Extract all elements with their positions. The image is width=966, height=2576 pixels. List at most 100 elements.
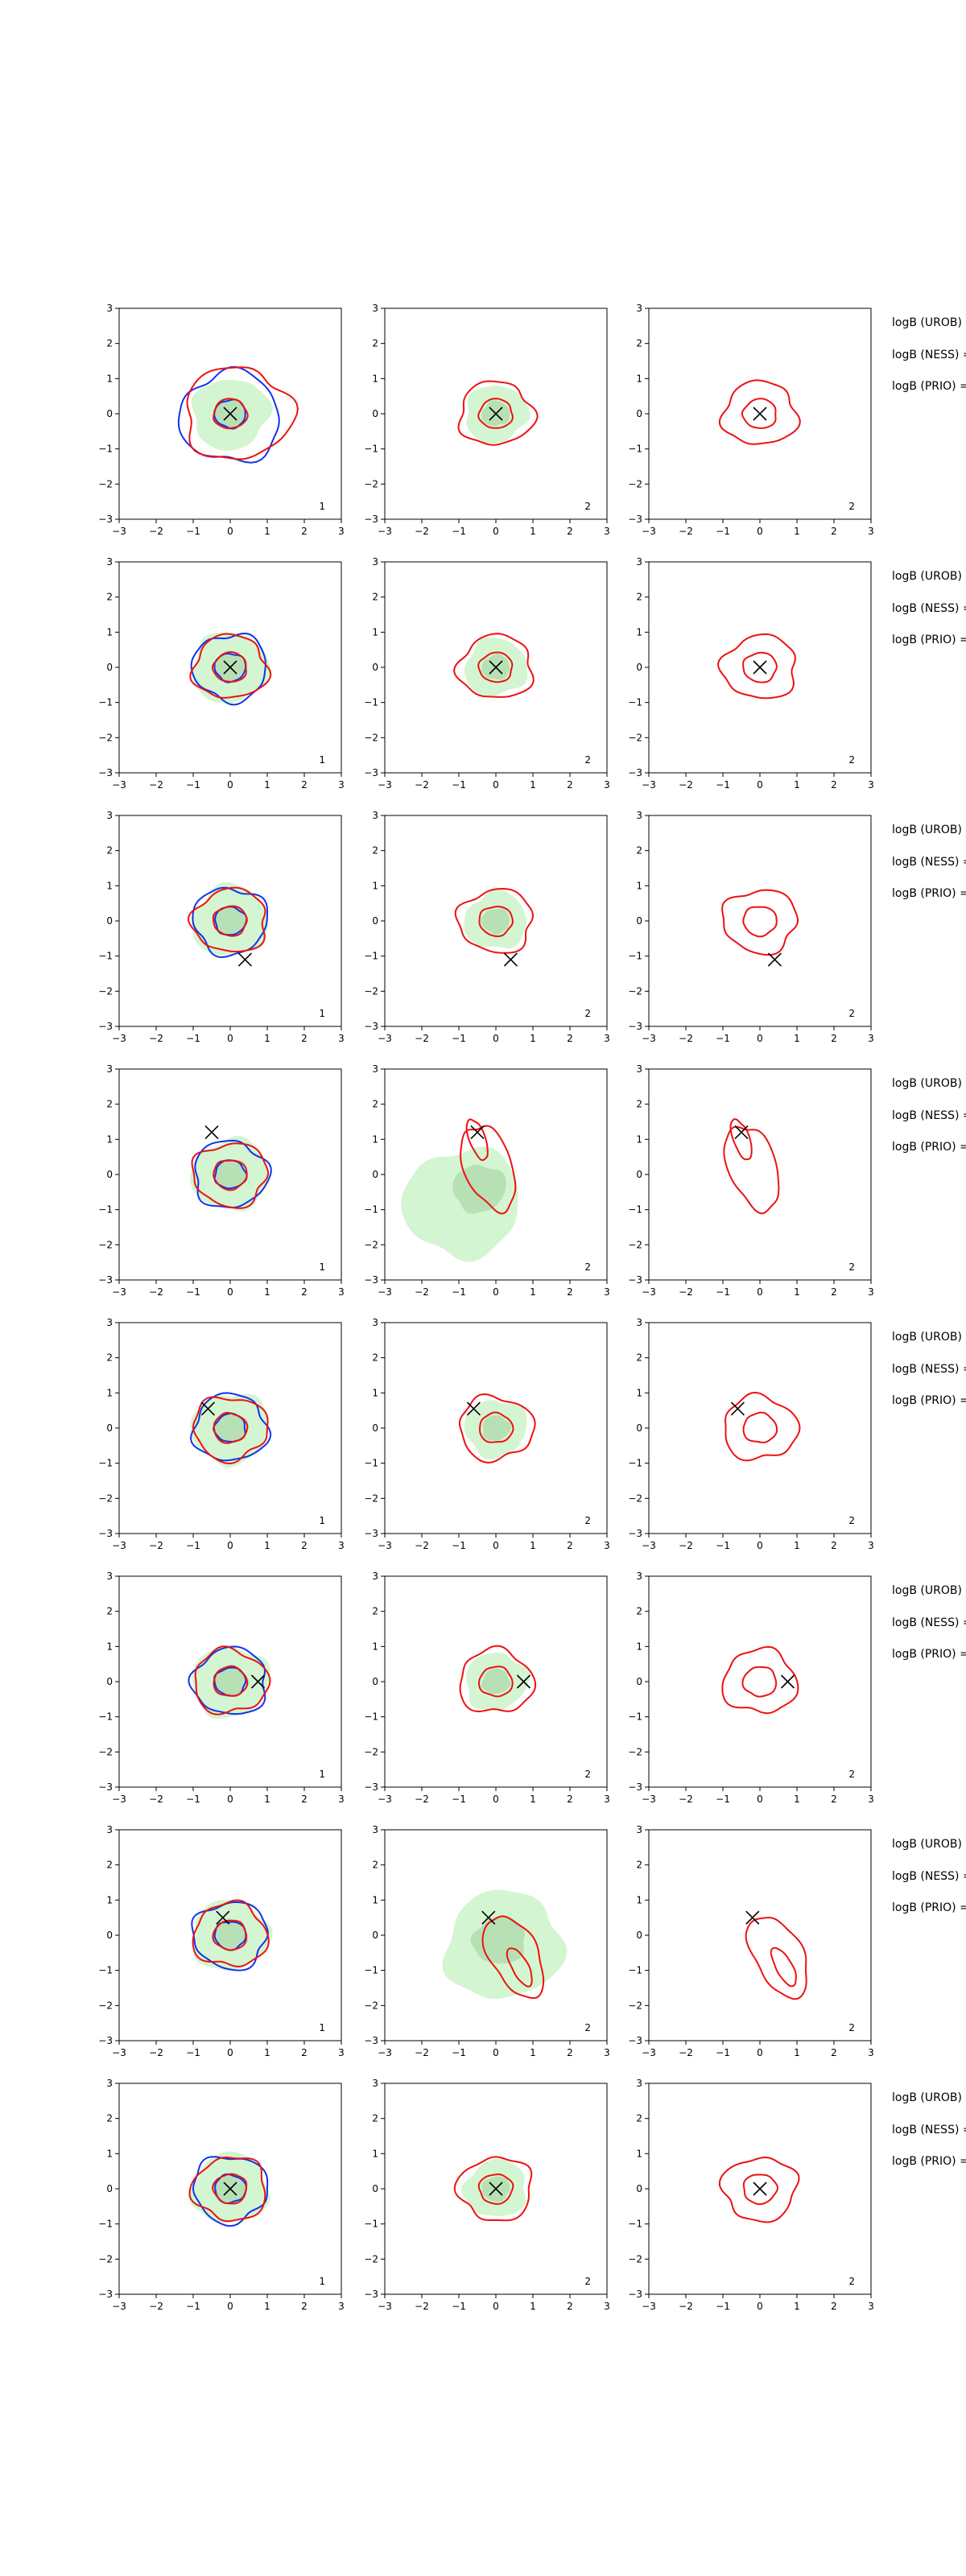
plot-area: [442, 1889, 568, 2000]
x-tick-label: 3: [868, 779, 874, 791]
x-tick-label: 2: [301, 1540, 308, 1551]
y-tick-label: 1: [636, 1387, 642, 1398]
x-tick-label: 1: [264, 2301, 270, 2312]
blue-contour-outer: [194, 1139, 272, 1208]
plot-area: [721, 889, 799, 967]
y-tick-label: 1: [636, 1641, 642, 1652]
y-tick-label: 1: [372, 1133, 378, 1145]
x-tick-label: 1: [264, 1794, 270, 1805]
x-tick-label: 1: [530, 1286, 536, 1298]
y-tick-label: 0: [106, 662, 113, 673]
plot-area: [189, 632, 272, 706]
x-tick-label: −3: [642, 2301, 656, 2312]
y-tick-label: 2: [636, 2113, 642, 2124]
density-fill-inner: [212, 1159, 248, 1192]
y-tick-label: 0: [106, 1676, 113, 1687]
y-tick-label: −3: [98, 2035, 113, 2046]
y-tick-label: −1: [364, 697, 378, 708]
y-tick-label: −3: [364, 767, 378, 778]
x-tick-label: 2: [831, 1286, 837, 1298]
panel-tag: 1: [319, 1008, 325, 1019]
x-tick-label: −1: [186, 526, 200, 537]
x-tick-label: −2: [679, 2301, 693, 2312]
x-tick-label: −2: [415, 2301, 429, 2312]
x-tick-label: 1: [530, 1033, 536, 1044]
true-value-marker: [470, 1125, 485, 1140]
x-tick-label: 1: [530, 779, 536, 791]
red-contour-inner: [478, 1411, 514, 1443]
y-tick-label: 2: [372, 2113, 378, 2124]
y-tick-label: −3: [364, 2035, 378, 2046]
true-value-marker: [780, 1674, 795, 1689]
x-tick-label: 2: [567, 779, 573, 791]
x-tick-label: 3: [604, 2301, 610, 2312]
y-tick-label: 1: [106, 1641, 113, 1652]
plot-area: [189, 1392, 272, 1468]
logb-label: logB (NESS) =: [892, 856, 966, 869]
true-value-marker: [489, 407, 503, 421]
red-contour-inner: [212, 1919, 248, 1951]
red-contour-inner: [477, 651, 514, 683]
plot-area: [723, 1118, 780, 1215]
true-value-marker: [466, 1402, 481, 1416]
panel-r4-c1: −3 −2 −1 0 1 2 3 −3 −2 −1 0 1 2 3 1: [98, 1063, 345, 1298]
x-tick-label: −2: [679, 1286, 693, 1298]
panel-tag: 2: [848, 2276, 855, 2287]
y-tick-label: −1: [628, 1965, 642, 1976]
x-tick-label: −2: [415, 1540, 429, 1551]
x-tick-label: 2: [301, 2301, 308, 2312]
density-fill-inner: [482, 1415, 511, 1441]
red-contour-outer: [457, 380, 539, 446]
x-tick-label: 2: [567, 1033, 573, 1044]
red-contour-outer: [459, 1393, 536, 1464]
y-tick-label: −1: [628, 951, 642, 962]
x-tick-label: −1: [716, 779, 730, 791]
y-tick-label: 2: [372, 592, 378, 603]
y-tick-label: −1: [364, 1965, 378, 1976]
x-tick-label: −2: [415, 526, 429, 537]
logb-label: logB (PRIO) =: [892, 1394, 966, 1407]
y-tick-label: −3: [628, 2035, 642, 2046]
y-tick-label: 2: [636, 1860, 642, 1871]
y-tick-label: −2: [364, 1239, 378, 1250]
red-contour-inner: [477, 1666, 514, 1698]
true-value-marker: [753, 660, 767, 675]
y-tick-label: −3: [98, 2289, 113, 2300]
red-contour-outer: [723, 1125, 780, 1215]
logb-label: logB (NESS) =: [892, 2124, 966, 2136]
y-tick-label: 2: [372, 338, 378, 349]
y-tick-label: −2: [628, 732, 642, 743]
panel-r3-c2: −3 −2 −1 0 1 2 3 −3 −2 −1 0 1 2 3 2: [364, 810, 610, 1044]
x-tick-label: 2: [301, 779, 308, 791]
x-tick-label: 2: [301, 1794, 308, 1805]
x-tick-label: 2: [567, 1540, 573, 1551]
x-tick-label: 3: [338, 779, 345, 791]
x-tick-label: 0: [493, 2047, 499, 2058]
y-tick-label: 1: [636, 1894, 642, 1905]
logb-label: logB (UROB) =: [892, 570, 966, 583]
y-tick-label: 1: [106, 373, 113, 384]
true-value-marker: [730, 1402, 745, 1416]
y-tick-label: −2: [98, 732, 113, 743]
y-tick-label: 0: [106, 2183, 113, 2194]
y-tick-label: 2: [106, 1606, 113, 1617]
x-tick-label: −2: [679, 1794, 693, 1805]
x-tick-label: 2: [831, 1033, 837, 1044]
red-contour-inner: [741, 398, 777, 429]
true-value-marker: [250, 1674, 266, 1689]
x-tick-label: 2: [301, 2047, 308, 2058]
true-value-marker: [503, 952, 518, 967]
y-tick-label: 2: [106, 592, 113, 603]
x-tick-label: 0: [227, 2047, 233, 2058]
y-tick-label: −3: [628, 1781, 642, 1793]
x-tick-label: −3: [112, 1794, 126, 1805]
x-tick-label: −1: [716, 1033, 730, 1044]
x-tick-label: −2: [149, 2047, 163, 2058]
x-tick-label: −2: [415, 2047, 429, 2058]
x-tick-label: −2: [149, 526, 163, 537]
x-tick-label: −3: [112, 2047, 126, 2058]
x-tick-label: 3: [338, 1286, 345, 1298]
y-tick-label: 0: [106, 1422, 113, 1434]
y-tick-label: −2: [98, 2253, 113, 2264]
x-tick-label: −1: [452, 2047, 466, 2058]
